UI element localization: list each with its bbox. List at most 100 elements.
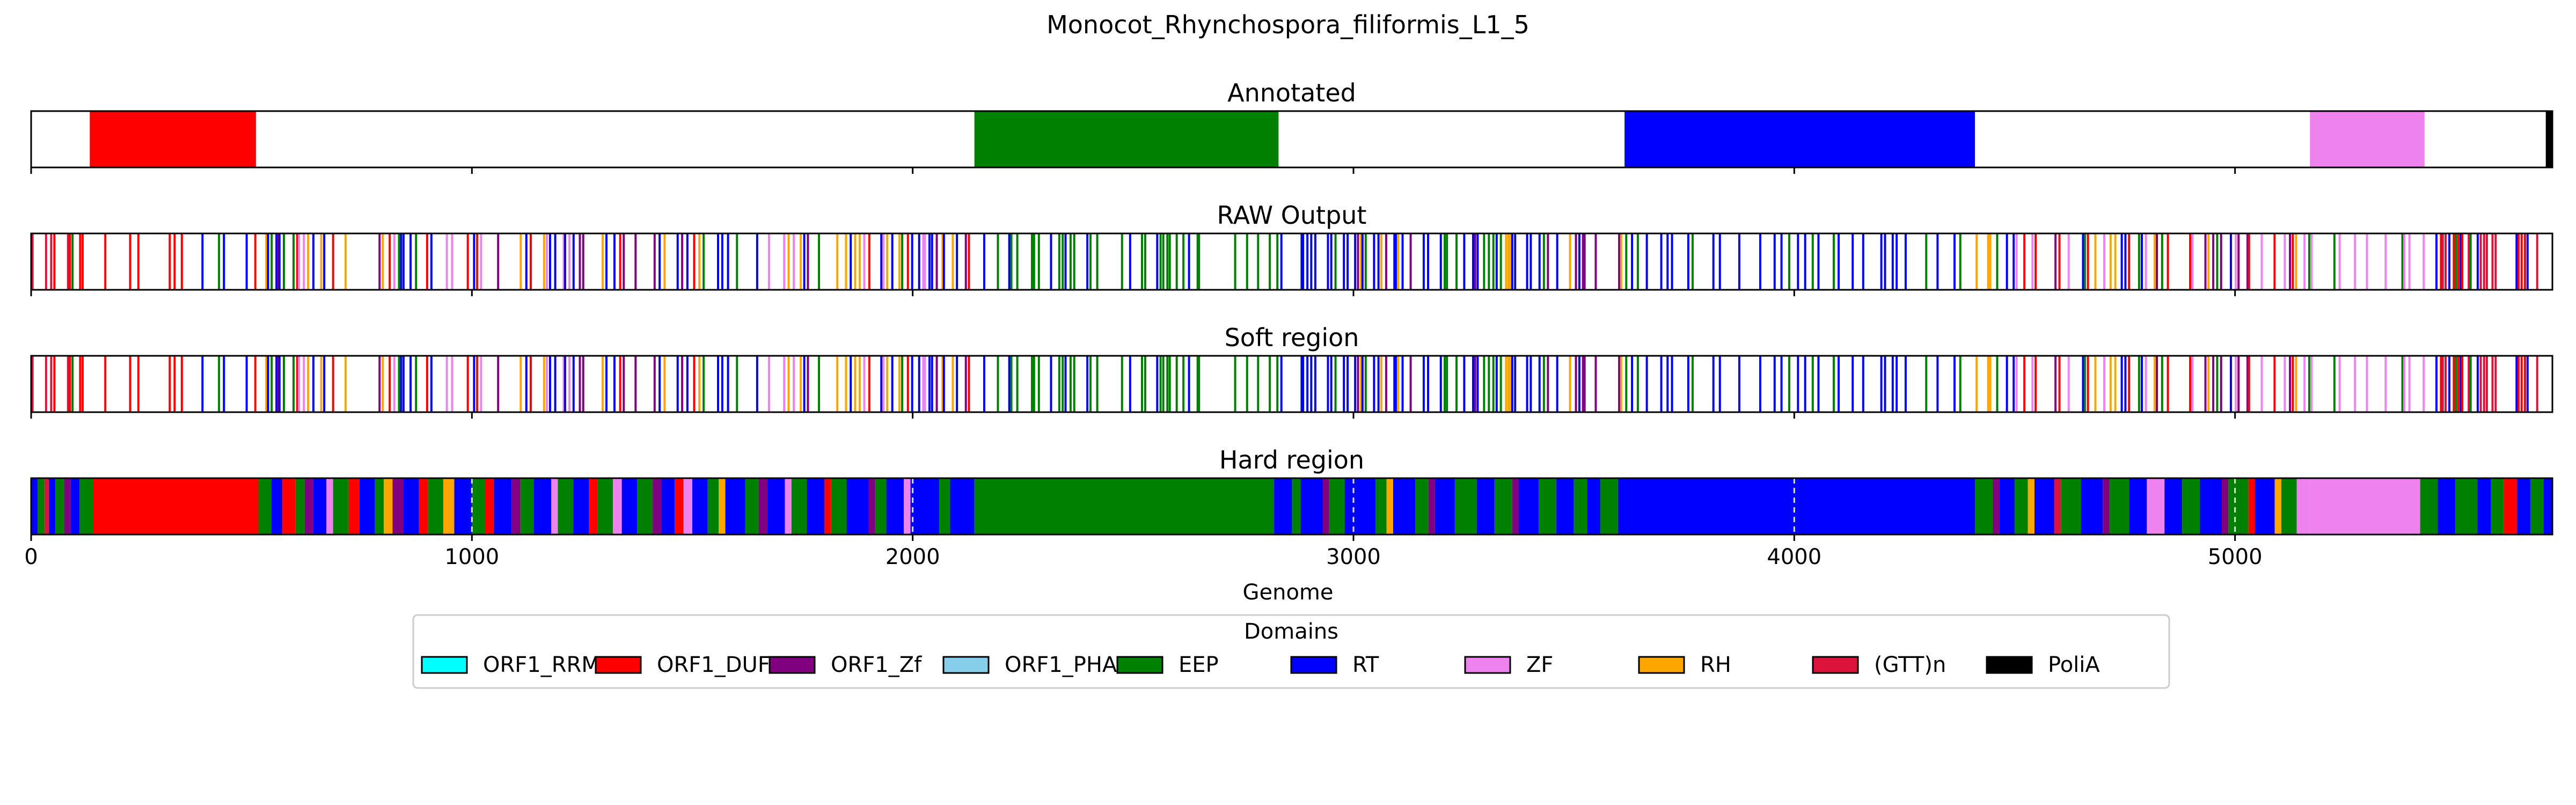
panel-frame [30,110,2553,169]
domain-segment [613,478,622,535]
domain-segment [2061,478,2081,535]
domain-segment [472,478,485,535]
legend-swatch [595,656,642,674]
domain-segment [1428,478,1435,535]
x-axis-label: Genome [1242,580,1333,605]
domain-segment [2274,478,2281,535]
domain-segment [2222,478,2229,535]
domain-segment [2109,478,2129,535]
domain-segment [2014,478,2028,535]
domain-segment [79,478,93,535]
domain-segment [974,111,1279,167]
domain-segment [1386,478,1393,535]
x-tick-label: 2000 [885,545,940,569]
panel-background [31,111,2552,167]
domain-segment [653,478,662,535]
domain-segment [950,478,975,535]
panel-frame [30,477,2553,536]
domain-segment [2034,478,2054,535]
domain-segment [2530,478,2544,535]
domain-segment [485,478,494,535]
legend-item: ORF1_Zf [769,653,922,677]
domain-segment [1587,478,1600,535]
domain-segment [1999,478,2015,535]
legend-item: EEP [1116,653,1219,677]
legend-swatch [421,656,468,674]
domain-segment [707,478,719,535]
domain-segment [348,478,360,535]
domain-segment [719,478,726,535]
domain-segment [1344,478,1376,535]
x-tick-label: 4000 [1767,545,1821,569]
domain-segment [2477,478,2491,535]
domain-segment [683,478,692,535]
panel-frame [30,232,2553,291]
domain-segment [1574,478,1587,535]
domain-segment [90,111,256,167]
domain-segment [454,478,472,535]
domain-segment [392,478,404,535]
panels: Annotated RAW Output Soft region Hard regio… [30,78,2553,541]
domain-segment [621,478,638,535]
domain-segment [2545,111,2552,167]
domain-segment [333,478,349,535]
legend-frame [412,614,2170,689]
domain-segment [1322,478,1329,535]
domain-segment [2199,478,2222,535]
domain-segment [675,478,684,535]
legend-item: ZF [1464,653,1553,677]
domain-segment [443,478,455,535]
domain-segment [1992,478,2000,535]
legend-label: ORF1_Zf [831,653,922,677]
domain-segment [1375,478,1387,535]
panel-title: RAW Output [1217,201,1367,230]
domain-segment [558,478,574,535]
domain-segment [824,478,831,535]
domain-segment [1393,478,1415,535]
domain-segment [745,478,759,535]
domain-segment [2517,478,2530,535]
domain-segment [2103,478,2110,535]
domain-segment [313,478,327,535]
domain-segment [2281,478,2297,535]
domain-segment [48,478,56,535]
figure-title: Monocot_Rhynchospora_filiformis_L1_5 [1046,10,1529,39]
domain-segment [326,478,333,535]
domain-segment [2028,478,2035,535]
domain-segment [533,478,552,535]
legend-swatch [1464,656,1511,674]
domain-segment [2296,478,2310,535]
domain-segment [1512,478,1519,535]
domain-segment [974,478,1275,535]
domain-segment [1435,478,1455,535]
domain-segment [282,478,296,535]
domain-segment [494,478,512,535]
domain-segment [2455,478,2478,535]
legend: Domains ORF1_RRM ORF1_DUF ORF1_Zf ORF1_PHA EE… [412,614,2170,689]
domain-segment [758,478,767,535]
domain-segment [359,478,375,535]
legend-label: EEP [1179,653,1219,677]
domain-segment [807,478,825,535]
legend-item: ORF1_PHA [942,653,1117,677]
domain-segment [1518,478,1539,535]
domain-segment [904,478,911,535]
legend-item: RH [1638,653,1731,677]
domain-segment [2255,478,2275,535]
domain-segment [2420,478,2438,535]
domain-segment [1415,478,1429,535]
x-tick-label: 3000 [1326,545,1381,569]
domain-segment [375,478,384,535]
legend-label: RH [1700,653,1731,677]
domain-segment [64,478,71,535]
domain-segment [1556,478,1574,535]
legend-item: RT [1290,653,1379,677]
legend-swatch [942,656,990,674]
domain-segment [2310,111,2425,167]
domain-segment [2182,478,2200,535]
legend-swatch [1812,656,1859,674]
legend-label: RT [1352,653,1379,677]
domain-segment [2081,478,2103,535]
domain-segment [831,478,847,535]
panel-background [31,356,2552,412]
